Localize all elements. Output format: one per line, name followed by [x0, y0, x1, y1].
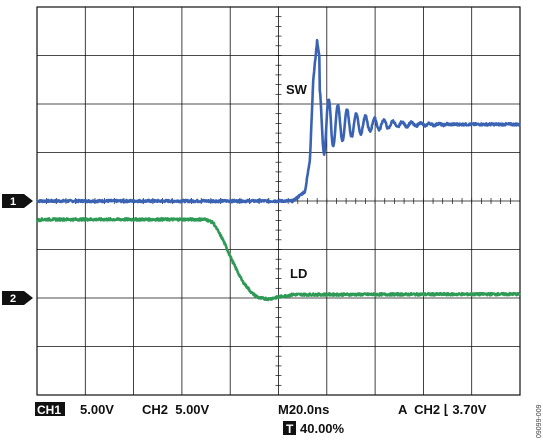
waveform-traces: [35, 38, 522, 302]
channel-1-ground-marker: [2, 194, 33, 208]
ch1-badge-box: [35, 402, 65, 416]
trigger-position-readout: 40.00%: [300, 421, 345, 436]
figure-id: 09099-009: [536, 404, 543, 438]
trace-ld: [35, 217, 521, 302]
trace-sw: [36, 38, 522, 204]
ch1-badge: CH1: [37, 403, 61, 417]
channel-2-ground-marker: [2, 291, 33, 305]
channel-1-marker-label: 1: [10, 196, 16, 208]
timebase-readout: M20.0ns: [278, 402, 329, 417]
readout-bar: CH1 5.00V CH2 5.00V M20.0ns A CH2 ⌊ 3.70…: [35, 402, 487, 436]
ch1-scale: 5.00V: [80, 402, 114, 417]
trace-label-sw: SW: [286, 82, 308, 97]
channel-markers: 12: [2, 194, 33, 305]
trigger-pos-badge: T: [286, 422, 294, 436]
trigger-readout: A CH2 ⌊ 3.70V: [398, 402, 487, 417]
trace-label-ld: LD: [290, 266, 307, 281]
trigger-pos-badge-box: [283, 421, 296, 435]
ch2-scale: CH2 5.00V: [142, 402, 210, 417]
channel-2-marker-label: 2: [10, 293, 16, 305]
